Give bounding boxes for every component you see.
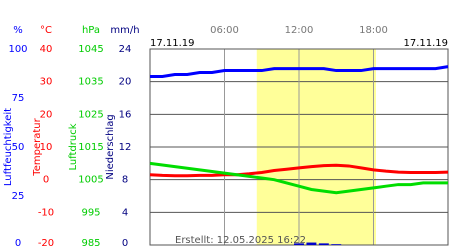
- precip-bar: [318, 243, 329, 245]
- y-tick-label: 1035: [78, 77, 103, 88]
- y-tick-label: 0: [122, 238, 128, 249]
- y-tick-label: -20: [38, 238, 54, 249]
- axis-unit: mm/h: [110, 25, 139, 36]
- y-tick-label: 50: [12, 142, 25, 153]
- series-line: [150, 65, 449, 78]
- axis-unit: °C: [40, 25, 52, 36]
- y-tick-label: 16: [119, 109, 132, 120]
- y-tick-label: 12: [119, 142, 132, 153]
- y-tick-label: 20: [40, 109, 53, 120]
- y-tick-label: 0: [43, 175, 49, 186]
- y-tick-label: 1015: [78, 142, 103, 153]
- axis-title: Luftdruck: [68, 123, 79, 170]
- y-tick-label: 10: [40, 142, 53, 153]
- precip-bar: [294, 243, 304, 245]
- series-line: [149, 163, 449, 178]
- date-label: 17.11.19: [403, 38, 448, 49]
- x-tick-label: 12:00: [285, 25, 314, 36]
- precip-bar: [331, 244, 342, 245]
- y-tick-label: 1045: [78, 44, 103, 55]
- y-tick-label: 40: [40, 44, 53, 55]
- x-tick-label: 18:00: [359, 25, 388, 36]
- y-tick-label: 20: [119, 77, 132, 88]
- axis-title: Temperatur: [32, 117, 43, 176]
- y-tick-label: 100: [8, 44, 27, 55]
- axis-unit: %: [13, 25, 23, 36]
- y-tick-label: 1005: [78, 175, 103, 186]
- precip-bar: [306, 242, 317, 245]
- axis-unit: hPa: [82, 25, 100, 36]
- y-tick-label: 75: [12, 93, 25, 104]
- axis-title: Niederschlag: [105, 114, 116, 179]
- x-tick-label: 06:00: [210, 25, 239, 36]
- y-tick-label: -10: [38, 207, 54, 218]
- y-tick-label: 30: [40, 77, 53, 88]
- y-tick-label: 4: [122, 207, 128, 218]
- y-tick-label: 25: [12, 191, 25, 202]
- date-label: 17.11.19: [150, 38, 195, 49]
- y-tick-label: 24: [119, 44, 132, 55]
- y-tick-label: 985: [81, 238, 100, 249]
- axis-title: Luftfeuchtigkeit: [3, 108, 14, 186]
- y-tick-label: 0: [15, 238, 21, 249]
- created-label: Erstellt: 12.05.2025 16:22: [175, 235, 306, 246]
- y-tick-label: 995: [81, 207, 100, 218]
- y-tick-label: 8: [122, 175, 128, 186]
- y-tick-label: 1025: [78, 109, 103, 120]
- series-line: [149, 161, 448, 195]
